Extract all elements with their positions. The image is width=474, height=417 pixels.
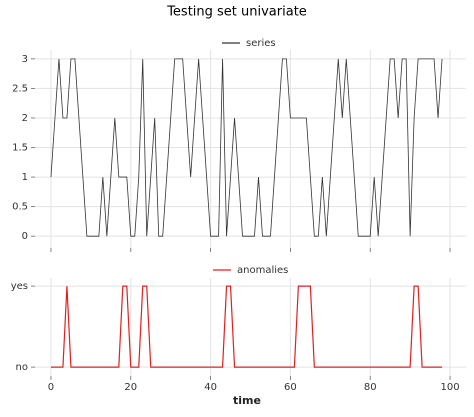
x-axis-label: time — [233, 394, 261, 407]
x-tick-label: 40 — [204, 382, 217, 393]
y-tick-label: yes — [11, 281, 28, 292]
chart-title: Testing set univariate — [166, 5, 307, 20]
x-tick-label: 0 — [48, 382, 54, 393]
y-tick-label: 1.5 — [12, 143, 28, 154]
x-tick-label: 60 — [284, 382, 297, 393]
y-tick-label: 3 — [22, 54, 28, 65]
y-tick-label: 0.5 — [12, 202, 28, 213]
legend-label: anomalies — [237, 265, 288, 276]
y-tick-label: 2 — [22, 113, 28, 124]
x-tick-label: 20 — [124, 382, 137, 393]
y-tick-label: no — [16, 362, 28, 373]
y-tick-label: 1 — [22, 172, 28, 183]
y-tick-label: 0 — [22, 231, 28, 242]
x-tick-label: 80 — [364, 382, 377, 393]
series-line — [50, 285, 443, 368]
y-tick-label: 2.5 — [12, 83, 28, 94]
x-tick-label: 100 — [440, 382, 459, 393]
series-line — [50, 58, 443, 237]
legend-label: series — [246, 38, 276, 49]
